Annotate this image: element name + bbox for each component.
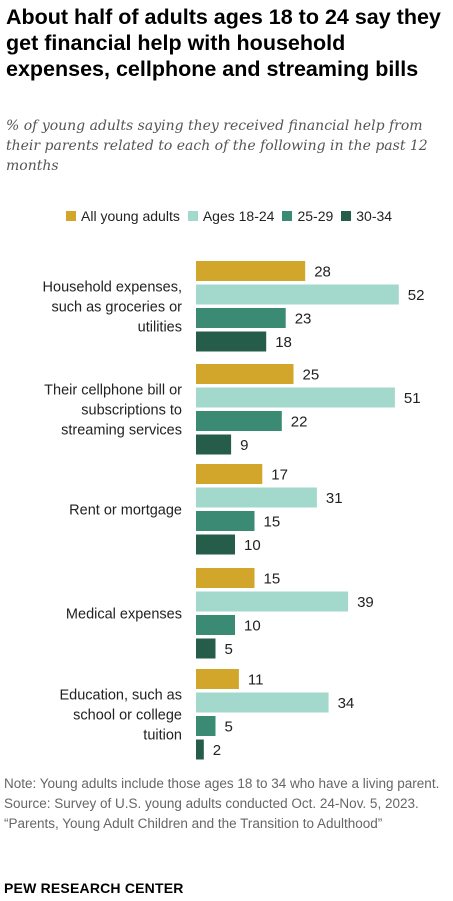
bar-education-30-34 — [196, 739, 204, 760]
legend-item-30-34: 30-34 — [341, 208, 392, 224]
legend-item-25-29: 25-29 — [282, 208, 333, 224]
data-label-household-expenses-25-29: 23 — [295, 311, 312, 328]
data-label-rent-mortgage-all: 17 — [271, 467, 288, 484]
category-label-rent-mortgage: Rent or mortgage — [69, 502, 182, 518]
bar-cellphone-streaming-18-24 — [196, 387, 395, 408]
data-label-cellphone-streaming-25-29: 22 — [291, 414, 308, 431]
data-label-rent-mortgage-18-24: 31 — [326, 490, 343, 507]
bar-group-education: Education, such as school or college tuiti… — [59, 669, 354, 760]
data-label-education-all: 11 — [248, 672, 264, 689]
bar-cellphone-streaming-all — [196, 364, 294, 384]
category-label-cellphone-streaming: Their cellphone bill or subscriptions to s… — [44, 382, 182, 438]
chart-title: About half of adults ages 18 to 24 say t… — [6, 5, 441, 81]
data-label-cellphone-streaming-18-24: 51 — [404, 390, 421, 407]
legend-label-all: All young adults — [81, 208, 180, 224]
bar-group-medical-expenses: Medical expenses 15 39 10 5 — [66, 568, 374, 659]
legend-swatch-all — [66, 211, 76, 221]
legend-item-18-24: Ages 18-24 — [187, 208, 275, 224]
legend-swatch-25-29 — [282, 211, 293, 221]
legend-swatch-30-34 — [341, 211, 352, 221]
category-label-line: Rent or mortgage — [69, 502, 182, 518]
bar-group-household-expenses: Household expenses, such as groceries or u… — [43, 261, 425, 352]
bar-household-expenses-all — [196, 261, 306, 281]
data-label-education-30-34: 2 — [213, 742, 221, 759]
category-label-line: Their cellphone bill or — [44, 382, 182, 398]
bar-household-expenses-25-29 — [196, 308, 286, 328]
data-label-cellphone-streaming-all: 25 — [303, 367, 320, 384]
data-label-medical-expenses-all: 15 — [264, 571, 281, 588]
data-label-medical-expenses-25-29: 10 — [244, 618, 261, 635]
source-text: Source: Survey of U.S. young adults cond… — [4, 796, 419, 811]
category-label-medical-expenses: Medical expenses — [66, 606, 182, 622]
bar-rent-mortgage-30-34 — [196, 534, 235, 555]
data-label-household-expenses-all: 28 — [314, 264, 331, 281]
bar-rent-mortgage-25-29 — [196, 511, 255, 531]
category-label-household-expenses: Household expenses, such as groceries or u… — [43, 279, 183, 335]
bar-medical-expenses-18-24 — [196, 591, 349, 612]
category-label-line: tuition — [143, 727, 182, 743]
category-label-line: Medical expenses — [66, 606, 182, 622]
legend-swatch-18-24 — [187, 211, 198, 221]
legend-label-18-24: Ages 18-24 — [202, 208, 275, 224]
category-label-line: streaming services — [61, 422, 182, 438]
data-label-medical-expenses-18-24: 39 — [357, 594, 374, 611]
category-label-education: Education, such as school or college tuiti… — [59, 687, 182, 743]
bar-medical-expenses-all — [196, 568, 255, 588]
category-label-line: such as groceries or — [51, 299, 182, 315]
category-label-line: Education, such as — [59, 687, 182, 703]
bar-medical-expenses-30-34 — [196, 638, 216, 659]
bar-group-cellphone-streaming: Their cellphone bill or subscriptions to s… — [44, 364, 421, 455]
chart-legend: All young adults Ages 18-24 25-29 30-34 — [66, 208, 392, 224]
category-label-line: school or college — [73, 707, 182, 723]
data-label-cellphone-streaming-30-34: 9 — [240, 437, 248, 454]
note-text: Note: Young adults include those ages 18… — [4, 776, 440, 791]
report-title: “Parents, Young Adult Children and the T… — [4, 816, 383, 831]
chart-subtitle: % of young adults saying they received f… — [6, 118, 428, 174]
data-label-rent-mortgage-25-29: 15 — [264, 514, 281, 531]
legend-item-all: All young adults — [66, 208, 180, 224]
bar-household-expenses-18-24 — [196, 284, 399, 305]
bar-cellphone-streaming-30-34 — [196, 434, 232, 455]
data-label-medical-expenses-30-34: 5 — [225, 641, 233, 658]
data-label-education-18-24: 34 — [338, 695, 355, 712]
data-label-rent-mortgage-30-34: 10 — [244, 537, 261, 554]
category-label-line: Household expenses, — [43, 279, 182, 295]
legend-label-30-34: 30-34 — [356, 208, 393, 224]
category-label-line: subscriptions to — [81, 402, 182, 418]
category-label-line: utilities — [138, 319, 182, 335]
bar-household-expenses-30-34 — [196, 331, 267, 352]
bar-cellphone-streaming-25-29 — [196, 411, 282, 431]
data-label-household-expenses-18-24: 52 — [408, 287, 425, 304]
bar-education-all — [196, 669, 239, 689]
data-label-household-expenses-30-34: 18 — [275, 334, 292, 351]
pew-logo: PEW RESEARCH CENTER — [4, 880, 184, 896]
legend-label-25-29: 25-29 — [297, 208, 334, 224]
bar-education-18-24 — [196, 692, 329, 713]
bar-rent-mortgage-18-24 — [196, 487, 317, 508]
bar-education-25-29 — [196, 716, 216, 736]
bar-medical-expenses-25-29 — [196, 615, 235, 635]
chart-notes: Note: Young adults include those ages 18… — [4, 774, 449, 834]
data-label-education-25-29: 5 — [225, 719, 233, 736]
bar-rent-mortgage-all — [196, 464, 263, 484]
